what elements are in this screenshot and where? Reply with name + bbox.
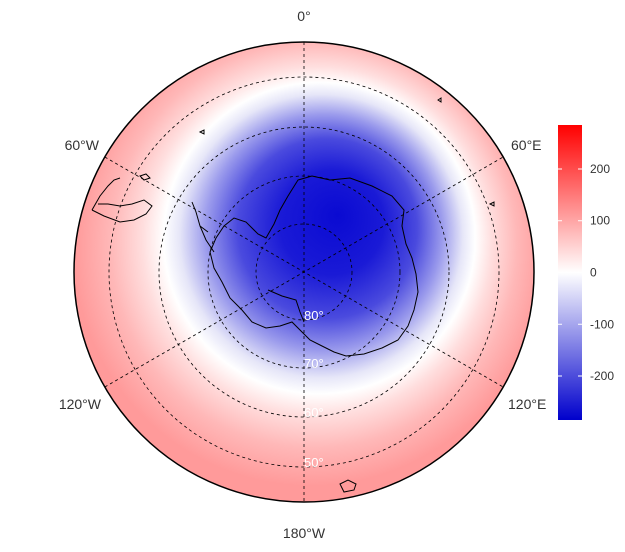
small-island-3	[437, 97, 442, 103]
colorbar-tick-label: -100	[590, 317, 614, 331]
small-island-2	[198, 129, 205, 135]
colorbar-tick-label: -200	[590, 369, 614, 383]
lat-circle-80	[255, 223, 353, 321]
colorbar-tick-label: 200	[590, 162, 610, 176]
longitude-labels: 0° 60°E 120°E 180°W 120°W 60°W	[59, 8, 546, 541]
lat-label-50: 50°	[304, 455, 324, 470]
falkland-islands	[139, 173, 151, 181]
antarctica-coastline	[209, 175, 419, 357]
antarctic-peninsula	[191, 201, 215, 253]
south-america-tip	[91, 177, 153, 223]
lon-label-lower-right: 120°E	[508, 396, 546, 412]
coastlines	[91, 97, 495, 493]
lon-label-top: 0°	[297, 8, 310, 24]
lon-label-upper-left: 60°W	[65, 137, 100, 153]
colorbar-tick-label: 100	[590, 214, 610, 228]
lon-label-bottom: 180°W	[283, 525, 326, 541]
lon-label-lower-left: 120°W	[59, 396, 102, 412]
lat-circle-50	[108, 76, 500, 468]
latitude-labels: 80° 70° 60° 50°	[304, 308, 324, 470]
graticule	[104, 42, 504, 502]
lat-circle-60	[158, 126, 450, 418]
lon-label-upper-right: 60°E	[511, 137, 542, 153]
colorbar-ticks: 200 100 0 -100 -200	[558, 162, 614, 383]
map-boundary	[73, 41, 535, 503]
colorbar: 200 100 0 -100 -200	[558, 125, 614, 420]
ross-ice-shelf-edge	[267, 289, 305, 323]
meridian-120	[104, 156, 504, 388]
lat-label-80: 80°	[304, 308, 324, 323]
new-zealand-fragment	[339, 479, 357, 493]
small-island-1	[488, 201, 495, 207]
lat-label-60: 60°	[304, 405, 324, 420]
colorbar-tick-label: 0	[590, 266, 597, 280]
lat-label-70: 70°	[304, 356, 324, 371]
